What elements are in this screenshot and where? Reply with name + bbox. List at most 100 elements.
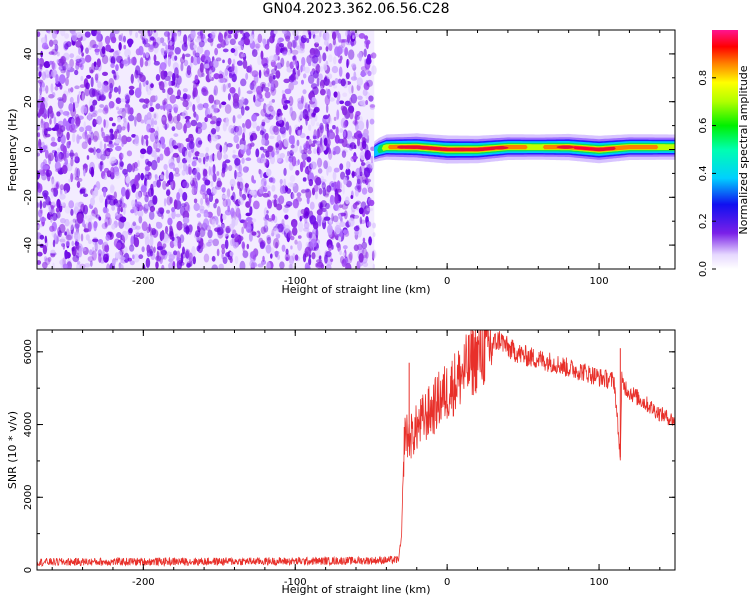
- spectrogram-noise-cell: [83, 228, 90, 233]
- spectrogram-noise-cell: [249, 189, 256, 196]
- spectrogram-noise-cell: [225, 227, 231, 234]
- spectrogram-noise-cell: [369, 104, 376, 108]
- spectrogram-noise-cell: [77, 261, 81, 265]
- spectrogram-noise-cell: [262, 148, 268, 153]
- spectrogram-noise-cell: [313, 35, 321, 44]
- spectrogram-noise-cell: [208, 192, 214, 203]
- spectrogram-noise-cell: [221, 163, 229, 173]
- spectrogram-noise-cell: [300, 79, 304, 85]
- spectrogram-noise-cell: [352, 120, 359, 126]
- spectrogram-noise-cell: [342, 92, 348, 98]
- spectrogram-noise-cell: [104, 243, 110, 253]
- spectrogram-noise-cell: [230, 207, 235, 218]
- spectrogram-noise-cell: [79, 84, 86, 89]
- spectrogram-noise-cell: [107, 217, 112, 226]
- spectrogram-noise-cell: [45, 74, 52, 78]
- spectrogram-noise-cell: [299, 145, 303, 154]
- spectrogram-noise-cell: [118, 85, 121, 95]
- spectrogram-noise-cell: [113, 191, 117, 199]
- spectrogram-noise-cell: [198, 40, 205, 48]
- spectrogram-noise-cell: [164, 225, 169, 234]
- spectrogram-noise-cell: [311, 252, 316, 260]
- spectrogram-noise-cell: [91, 250, 97, 261]
- spectrogram-noise-cell: [87, 221, 92, 232]
- spectrogram-noise-cell: [314, 248, 321, 258]
- spectrogram-noise-cell: [371, 250, 375, 261]
- spectrogram-noise-cell: [140, 153, 145, 159]
- spectrogram-noise-cell: [149, 30, 153, 35]
- spectrogram-noise-cell: [98, 253, 102, 263]
- spectrogram-noise-cell: [110, 36, 117, 44]
- snr-marks: [37, 330, 675, 568]
- spectrogram-noise-cell: [90, 113, 98, 118]
- spectrogram-noise-cell: [329, 129, 333, 134]
- spectrogram-noise-cell: [121, 141, 124, 147]
- spectrogram-noise-cell: [124, 103, 130, 108]
- spectrogram-noise-cell: [275, 241, 279, 249]
- spectrogram-noise-cell: [214, 47, 219, 56]
- spectrogram-noise-cell: [134, 69, 139, 79]
- spectrogram-noise-cell: [54, 124, 60, 131]
- spectrogram-noise-cell: [205, 59, 209, 65]
- spectrogram-noise-cell: [145, 180, 149, 189]
- spectrogram-noise-cell: [100, 170, 106, 180]
- spectrogram-noise-cell: [354, 30, 359, 35]
- x-tick-label: -200: [132, 577, 155, 588]
- spectrogram-noise-cell: [353, 225, 360, 232]
- y-tick-label: -40: [23, 237, 34, 253]
- spectrogram-noise-cell: [194, 172, 201, 181]
- spectrogram-noise-cell: [355, 200, 361, 205]
- spectrogram-noise-cell: [180, 253, 184, 264]
- spectrogram-noise-cell: [84, 86, 90, 97]
- spectrogram-noise-cell: [216, 180, 223, 188]
- spectrogram-noise-cell: [150, 150, 157, 158]
- spectrogram-noise-cell: [341, 150, 347, 158]
- spectrogram-noise-cell: [103, 143, 107, 150]
- spectrogram-noise-cell: [51, 30, 58, 40]
- spectrogram-noise-cell: [189, 42, 195, 51]
- spectrogram-noise-cell: [56, 211, 61, 219]
- spectrogram-noise-cell: [222, 144, 227, 155]
- spectrogram-noise-cell: [124, 94, 130, 105]
- spectrogram-noise-cell: [144, 158, 150, 166]
- spectrogram-noise-cell: [271, 98, 276, 103]
- spectrogram-noise-cell: [366, 119, 369, 130]
- spectrogram-noise-cell: [249, 206, 253, 216]
- spectrogram-noise-cell: [139, 98, 146, 103]
- spectrogram-noise-cell: [268, 55, 276, 63]
- spectrogram-noise-cell: [113, 86, 119, 93]
- spectrogram-noise-cell: [155, 148, 161, 153]
- spectrogram-noise-cell: [175, 121, 183, 131]
- spectrogram-noise-cell: [271, 213, 276, 221]
- spectrogram-noise-cell: [172, 145, 179, 149]
- spectrogram-noise-cell: [109, 143, 115, 148]
- spectrogram-noise-cell: [301, 152, 308, 161]
- spectrogram-noise-cell: [110, 62, 115, 69]
- spectrogram-noise-cell: [322, 187, 327, 197]
- spectrogram-noise-cell: [143, 98, 150, 104]
- spectrogram-noise-cell: [56, 111, 61, 117]
- spectrogram-noise-cell: [324, 94, 331, 106]
- spectrogram-noise-cell: [344, 249, 347, 258]
- spectrogram-noise-cell: [144, 60, 149, 67]
- spectrogram-noise-cell: [169, 196, 173, 204]
- spectrogram-noise-cell: [150, 159, 158, 171]
- spectrogram-noise-cell: [238, 163, 242, 174]
- spectrogram-noise-cell: [149, 245, 154, 254]
- spectrogram-noise-cell: [74, 223, 80, 230]
- spectrogram-noise-cell: [269, 35, 275, 44]
- spectrogram-noise-cell: [85, 222, 89, 230]
- spectrogram-noise-cell: [338, 236, 342, 243]
- spectrogram-noise-cell: [350, 93, 358, 104]
- spectrogram-noise-cell: [325, 104, 329, 114]
- spectrogram-noise-cell: [239, 260, 246, 269]
- spectrogram-noise-cell: [235, 143, 240, 150]
- spectrogram-noise-cell: [62, 93, 67, 103]
- spectrogram-noise-cell: [232, 154, 236, 158]
- spectrogram-noise-cell: [241, 157, 245, 164]
- spectrogram-noise-cell: [316, 157, 323, 168]
- spectrogram-noise-cell: [366, 79, 373, 87]
- spectrogram-noise-cell: [267, 82, 271, 88]
- spectrogram-noise-cell: [212, 186, 218, 195]
